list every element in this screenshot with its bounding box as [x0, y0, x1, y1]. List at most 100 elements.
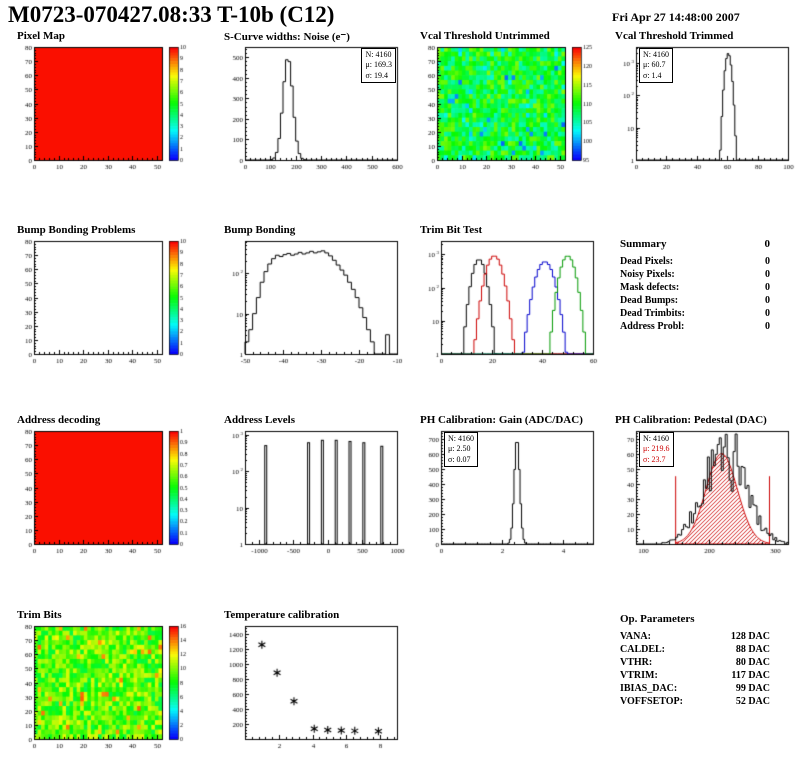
plot-title: Pixel Map [17, 30, 65, 42]
summary-row-label: Address Probl: [620, 321, 685, 332]
summary-total: 0 [764, 238, 771, 250]
op-parameter-value: 80 DAC [735, 657, 770, 668]
plot-title: Trim Bits [17, 609, 62, 621]
plot-address-levels: Address Levels [215, 414, 407, 557]
summary-row-label: Dead Bumps: [620, 295, 679, 306]
trim-bit-test-canvas [411, 237, 603, 367]
op-parameter-row: VTRIM: 117 DAC [620, 669, 770, 682]
stat-mean: μ: 219.6 [643, 444, 670, 454]
stat-mean: μ: 2.50 [448, 444, 471, 454]
summary-row-value: 0 [765, 269, 770, 280]
stat-sigma: σ: 23.7 [643, 454, 666, 464]
summary-row: Noisy Pixels: 0 [620, 268, 770, 281]
stat-sigma: σ: 19.4 [365, 70, 389, 80]
op-parameter-row: CALDEL: 88 DAC [620, 643, 770, 656]
stat-n: N: 4160 [643, 434, 669, 443]
summary-panel: Summary 0 Dead Pixels: 0 Noisy Pixels: 0 M… [620, 238, 770, 333]
summary-row-label: Noisy Pixels: [620, 269, 675, 280]
op-parameter-label: VANA: [620, 631, 651, 642]
op-parameter-label: IBIAS_DAC: [620, 683, 678, 694]
vcal-untrimmed-canvas [411, 43, 603, 173]
vcal-trimmed-canvas [606, 43, 796, 173]
summary-row-value: 0 [765, 295, 770, 306]
op-parameter-label: VTHR: [620, 657, 653, 668]
trim-bits-canvas [8, 622, 200, 752]
stat-sigma: σ: 0.07 [448, 454, 471, 464]
plot-ph-gain: PH Calibration: Gain (ADC/DAC) N: 4160 μ… [411, 414, 603, 557]
plot-bump-bonding-problems: Bump Bonding Problems [8, 224, 200, 367]
bump-bonding-problems-canvas [8, 237, 200, 367]
op-parameter-value: 88 DAC [735, 644, 770, 655]
op-parameter-value: 52 DAC [735, 696, 770, 707]
plot-ph-pedestal: PH Calibration: Pedestal (DAC) N: 4160 μ… [606, 414, 796, 557]
ph-pedestal-canvas [606, 427, 796, 557]
plot-scurve-noise: S-Curve widths: Noise (e⁻) N: 4160 μ: 16… [215, 30, 407, 173]
op-parameters-header: Op. Parameters [620, 613, 770, 625]
op-parameter-value: 117 DAC [731, 670, 770, 681]
stat-n: N: 4160 [365, 50, 392, 59]
stat-n: N: 4160 [448, 434, 474, 443]
plot-title: Temperature calibration [224, 609, 340, 621]
summary-row: Address Probl: 0 [620, 320, 770, 333]
stats-box: N: 4160 μ: 2.50 σ: 0.07 [444, 432, 478, 468]
page-date: Fri Apr 27 14:48:00 2007 [612, 10, 740, 24]
plot-temperature-calibration: Temperature calibration [215, 609, 407, 752]
summary-row: Dead Trimbits: 0 [620, 307, 770, 320]
plot-pixel-map: Pixel Map [8, 30, 200, 173]
plot-title: Bump Bonding Problems [17, 224, 136, 236]
op-parameter-label: CALDEL: [620, 644, 666, 655]
plot-bump-bonding: Bump Bonding [215, 224, 407, 367]
op-parameter-row: VANA: 128 DAC [620, 630, 770, 643]
summary-row-value: 0 [765, 308, 770, 319]
plot-title: PH Calibration: Pedestal (DAC) [615, 414, 767, 426]
plot-title: Vcal Threshold Trimmed [615, 30, 734, 42]
op-parameter-value: 128 DAC [730, 631, 770, 642]
plot-address-decoding: Address decoding [8, 414, 200, 557]
plot-vcal-trimmed: Vcal Threshold Trimmed N: 4160 μ: 60.7 σ… [606, 30, 796, 173]
plot-title: Vcal Threshold Untrimmed [420, 30, 550, 42]
summary-row-label: Mask defects: [620, 282, 680, 293]
summary-row-value: 0 [765, 256, 770, 267]
stat-sigma: σ: 1.4 [643, 70, 662, 80]
summary-row-label: Dead Trimbits: [620, 308, 685, 319]
summary-title: Summary [620, 238, 667, 250]
summary-row: Dead Bumps: 0 [620, 294, 770, 307]
op-parameters-title: Op. Parameters [620, 613, 695, 625]
summary-row: Dead Pixels: 0 [620, 255, 770, 268]
plot-title: Address Levels [224, 414, 295, 426]
temperature-calibration-canvas [215, 622, 407, 752]
stat-n: N: 4160 [643, 50, 669, 59]
stats-box: N: 4160 μ: 169.3 σ: 19.4 [361, 48, 396, 84]
plot-title: Trim Bit Test [420, 224, 483, 236]
op-parameter-value: 99 DAC [735, 683, 770, 694]
op-parameters-panel: Op. Parameters VANA: 128 DAC CALDEL: 88 DA… [620, 613, 770, 708]
op-parameter-row: VTHR: 80 DAC [620, 656, 770, 669]
plot-vcal-untrimmed: Vcal Threshold Untrimmed [411, 30, 603, 173]
stat-mean: μ: 169.3 [365, 60, 392, 70]
address-decoding-canvas [8, 427, 200, 557]
plot-title: S-Curve widths: Noise (e⁻) [224, 31, 350, 43]
address-levels-canvas [215, 427, 407, 557]
op-parameter-row: VOFFSETOP: 52 DAC [620, 695, 770, 708]
plot-title: Bump Bonding [224, 224, 296, 236]
stats-box: N: 4160 μ: 60.7 σ: 1.4 [639, 48, 673, 84]
summary-row-label: Dead Pixels: [620, 256, 674, 267]
summary-row-value: 0 [765, 282, 770, 293]
pixel-map-canvas [8, 43, 200, 173]
summary-row-value: 0 [765, 321, 770, 332]
stats-box: N: 4160 μ: 219.6 σ: 23.7 [639, 432, 674, 468]
op-parameter-label: VOFFSETOP: [620, 696, 683, 707]
plot-title: PH Calibration: Gain (ADC/DAC) [420, 414, 583, 426]
op-parameter-row: IBIAS_DAC: 99 DAC [620, 682, 770, 695]
bump-bonding-canvas [215, 237, 407, 367]
stat-mean: μ: 60.7 [643, 60, 666, 70]
summary-row: Mask defects: 0 [620, 281, 770, 294]
plot-trim-bit-test: Trim Bit Test [411, 224, 603, 367]
op-parameter-label: VTRIM: [620, 670, 658, 681]
ph-gain-canvas [411, 427, 603, 557]
plot-trim-bits: Trim Bits [8, 609, 200, 752]
plot-title: Address decoding [17, 414, 101, 426]
summary-header: Summary 0 [620, 238, 770, 250]
page-title: M0723-070427.08:33 T-10b (C12) [8, 2, 335, 27]
